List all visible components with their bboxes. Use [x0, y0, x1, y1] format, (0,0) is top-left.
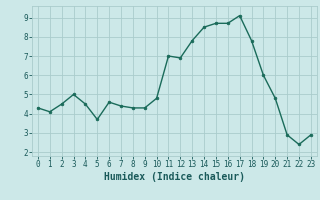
- X-axis label: Humidex (Indice chaleur): Humidex (Indice chaleur): [104, 172, 245, 182]
